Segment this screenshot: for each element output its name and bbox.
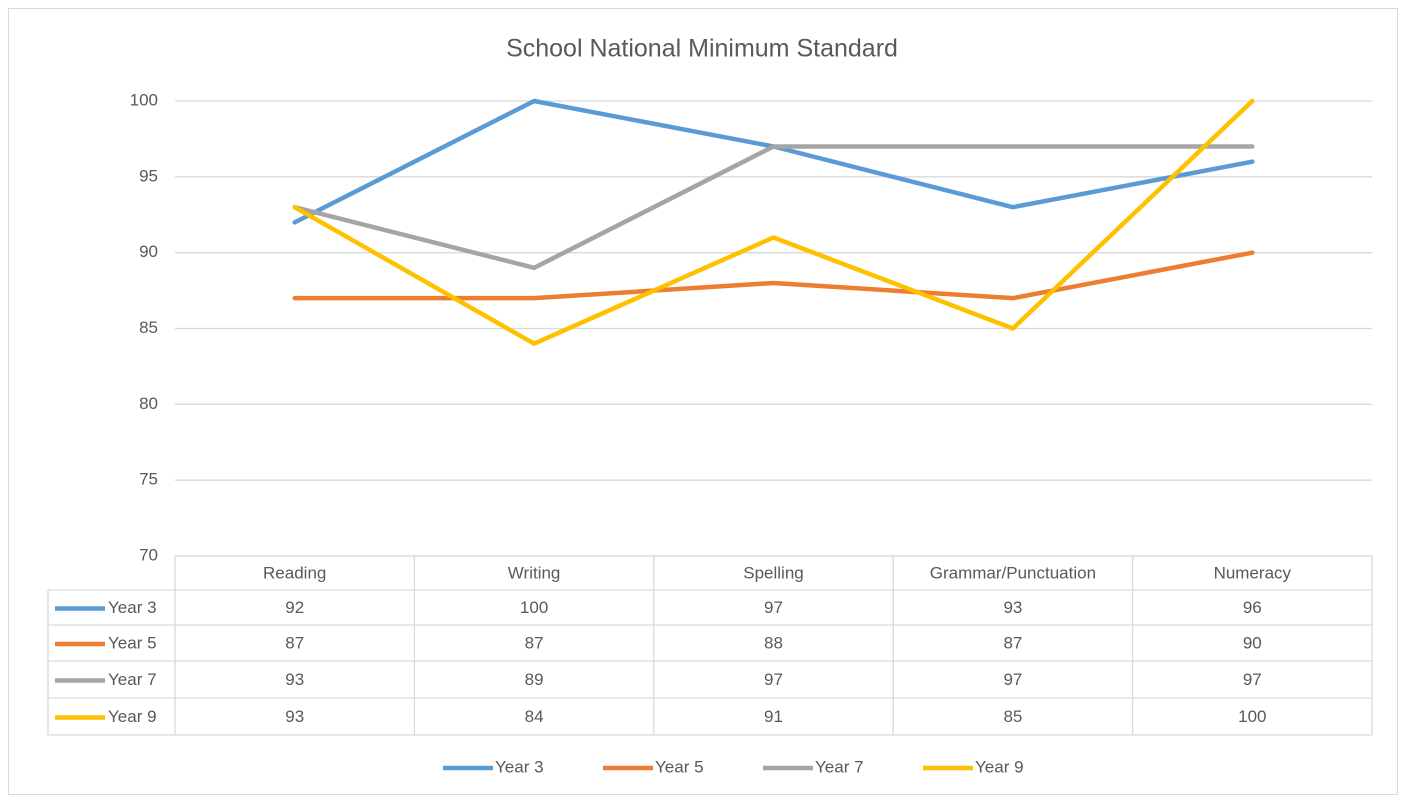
table-cell: 93 (285, 707, 304, 726)
legend-label: Year 3 (495, 757, 544, 776)
table-cell: 93 (285, 670, 304, 689)
table-row-label: Year 5 (108, 633, 157, 652)
table-cell: 96 (1243, 598, 1262, 617)
table-cell: 100 (1238, 707, 1266, 726)
legend-label: Year 7 (815, 757, 864, 776)
table-cell: 97 (764, 598, 783, 617)
table-row-label: Year 7 (108, 670, 157, 689)
x-tick-label: Grammar/Punctuation (930, 563, 1096, 582)
y-tick-label: 85 (139, 318, 158, 337)
table-cell: 97 (764, 670, 783, 689)
y-tick-label: 75 (139, 470, 158, 489)
table-cell: 88 (764, 633, 783, 652)
x-tick-label: Spelling (743, 563, 804, 582)
y-tick-label: 90 (139, 242, 158, 261)
legend-label: Year 9 (975, 757, 1024, 776)
table-cell: 97 (1003, 670, 1022, 689)
table-cell: 87 (1003, 633, 1022, 652)
table-cell: 91 (764, 707, 783, 726)
legend-label: Year 5 (655, 757, 704, 776)
x-tick-label: Numeracy (1214, 563, 1292, 582)
table-cell: 90 (1243, 633, 1262, 652)
table-cell: 85 (1003, 707, 1022, 726)
table-cell: 100 (520, 598, 548, 617)
series-line (292, 144, 1255, 271)
chart-border (8, 8, 1398, 795)
table-cell: 87 (525, 633, 544, 652)
x-tick-label: Writing (508, 563, 561, 582)
table-cell: 97 (1243, 670, 1262, 689)
x-tick-label: Reading (263, 563, 326, 582)
table-cell: 84 (525, 707, 544, 726)
y-tick-label: 95 (139, 166, 158, 185)
table-cell: 93 (1003, 598, 1022, 617)
table-cell: 89 (525, 670, 544, 689)
y-tick-label: 80 (139, 394, 158, 413)
table-row-label: Year 3 (108, 598, 157, 617)
y-tick-label: 70 (139, 545, 158, 564)
y-tick-label: 100 (130, 90, 158, 109)
chart-title: School National Minimum Standard (506, 35, 898, 63)
series-line (292, 98, 1255, 346)
table-row-label: Year 9 (108, 707, 157, 726)
table-cell: 87 (285, 633, 304, 652)
table-cell: 92 (285, 598, 304, 617)
